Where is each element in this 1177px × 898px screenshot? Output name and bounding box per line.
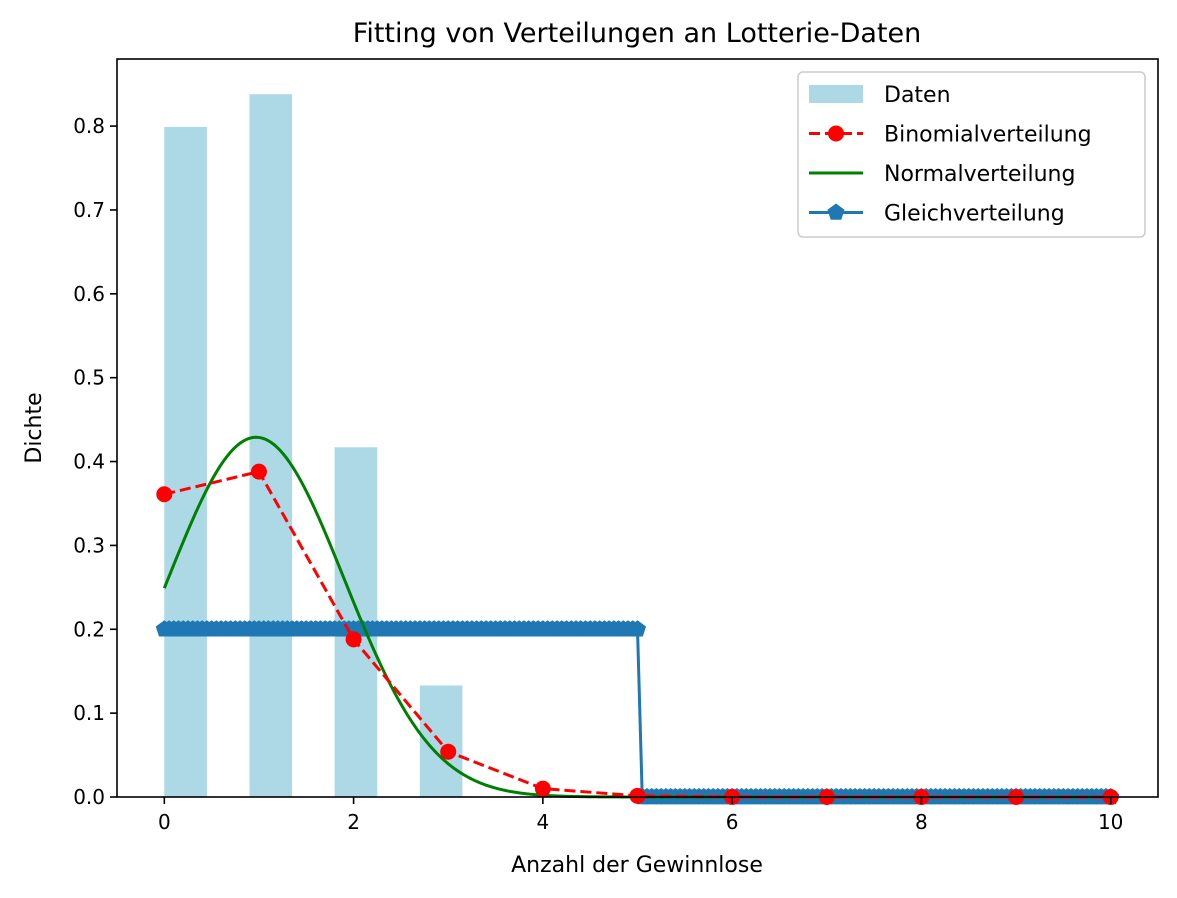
y-axis: 0.0 0.1 0.2 0.3 0.4 0.5 0.6 0.7 0.8 [73,114,117,809]
x-axis-label: Anzahl der Gewinnlose [511,853,763,878]
legend-swatch-binomial-marker [828,125,844,142]
legend: Daten Binomialverteilung Normalverteilung G… [797,71,1146,238]
binomial-marker [629,787,646,804]
x-tick-label: 10 [1098,810,1123,834]
axes-frame [116,58,1159,798]
x-tick-label: 6 [726,810,739,834]
binomial-marker [534,780,551,797]
binomial-marker [440,743,457,760]
x-axis: 0 2 4 6 8 10 [158,797,1123,834]
x-tick-label: 2 [347,810,360,834]
plot-area [155,94,1120,805]
x-tick-label: 8 [915,810,928,834]
y-tick-label: 0.1 [73,701,105,725]
legend-label: Normalverteilung [884,162,1075,187]
histogram-bar [249,94,293,798]
normal-curve [162,435,1111,799]
y-tick-label: 0.3 [73,533,105,557]
legend-swatch-uniform-marker [827,203,845,220]
legend-swatch-histogram [809,85,863,103]
legend-label: Daten [884,83,951,108]
y-tick-label: 0.8 [73,114,105,138]
binomial-marker [250,463,267,480]
y-axis-label: Dichte [22,392,47,463]
x-tick-label: 4 [536,810,549,834]
legend-label: Binomialverteilung [884,123,1092,148]
y-tick-label: 0.0 [73,785,105,809]
legend-box [797,71,1146,238]
y-tick-label: 0.6 [73,282,105,306]
y-tick-label: 0.7 [73,198,105,222]
binomial-marker [156,486,173,503]
y-tick-label: 0.4 [73,450,105,474]
uniform-line [164,627,1111,799]
uniform-marker [628,620,647,637]
binomial-marker [345,631,362,648]
y-tick-label: 0.2 [73,617,105,641]
histogram-bar [164,126,207,797]
chart-title: Fitting von Verteilungen an Lotterie-Dat… [353,18,921,49]
legend-label: Gleichverteilung [884,202,1065,227]
x-tick-label: 0 [158,810,171,834]
y-tick-label: 0.5 [73,366,105,390]
